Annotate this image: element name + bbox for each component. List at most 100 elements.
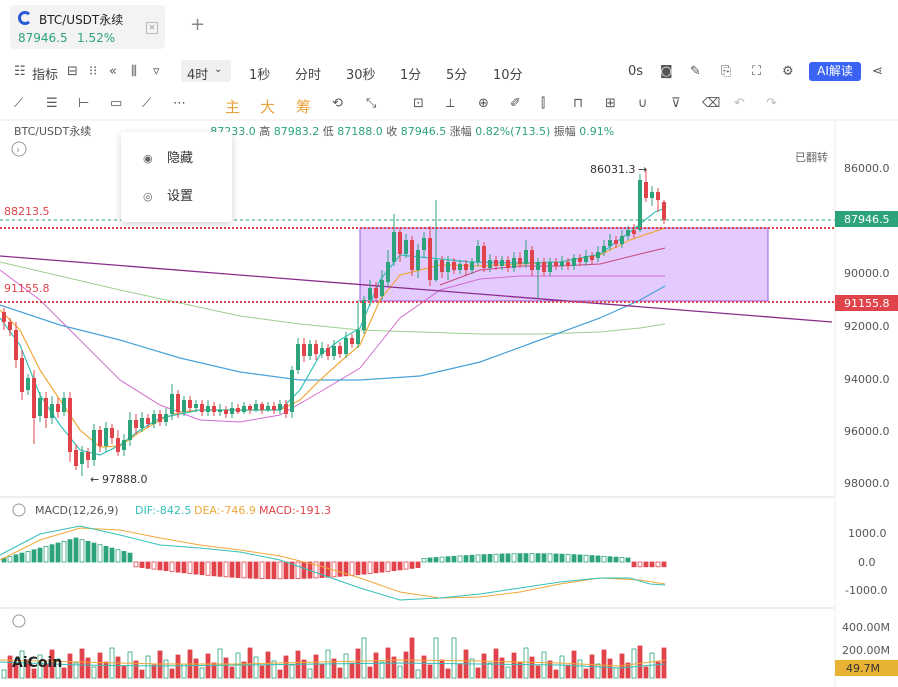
text-tool-icon[interactable]: ⊡	[413, 96, 424, 111]
vol-ma-orange-line	[0, 659, 666, 667]
candle-body	[20, 358, 24, 392]
ruler-icon[interactable]: ⟂	[446, 96, 455, 111]
interval-10m[interactable]: 10分	[493, 68, 523, 83]
macd-bar	[193, 561, 199, 575]
main-force-button[interactable]: 主	[225, 98, 241, 116]
volume-bar	[409, 637, 415, 679]
trend-line-icon[interactable]: ⟋	[14, 96, 24, 111]
candle-body	[92, 430, 96, 460]
alert-icon[interactable]: ⊞	[605, 96, 616, 111]
bar-style-icon[interactable]: ⫼	[131, 64, 137, 79]
interval-timeshare[interactable]: 分时	[295, 68, 322, 83]
volume-bar	[553, 669, 559, 679]
more-icon[interactable]: ⋯	[173, 96, 186, 111]
candles-icon[interactable]: ⫿	[541, 96, 546, 111]
plus-icon[interactable]: +	[190, 14, 206, 35]
indicators-button[interactable]: 指标	[32, 68, 59, 83]
indicator-icon[interactable]: ☷	[14, 64, 26, 79]
volume-bar	[523, 647, 529, 679]
macd-bar	[415, 561, 421, 568]
macd-bar	[547, 553, 553, 563]
volume-bar	[229, 666, 235, 679]
interval-5m[interactable]: 5分	[446, 68, 468, 83]
volume-bar	[253, 656, 259, 679]
camera-icon[interactable]: ◙	[660, 64, 673, 79]
y-tick-90000: 90000.0	[844, 267, 890, 280]
volume-bar	[199, 667, 205, 679]
interval-1m[interactable]: 1分	[400, 68, 422, 83]
share-icon[interactable]: ⋖	[872, 64, 883, 79]
vol-y-tick-400m: 400.00M	[842, 621, 890, 634]
lock-icon[interactable]: ⊓	[573, 96, 584, 111]
settings-icon[interactable]: ⚙	[782, 64, 794, 79]
macd-bar	[7, 556, 13, 563]
big-order-button[interactable]: 大	[260, 98, 276, 116]
flipped-label: 已翻转	[795, 150, 828, 164]
measure-icon[interactable]: ⤡	[366, 96, 377, 111]
trend-line[interactable]	[0, 255, 833, 323]
volume-collapse-icon[interactable]	[12, 614, 26, 628]
volume-bar	[313, 654, 319, 679]
template-icon[interactable]: ⊟	[67, 64, 78, 79]
magnet-icon[interactable]: ∪	[638, 96, 648, 111]
macd-bar	[349, 561, 355, 576]
pen-icon[interactable]: ✎	[690, 64, 701, 79]
undo-icon[interactable]: ↶	[734, 96, 745, 111]
candle-body	[458, 264, 462, 270]
info-change-label: 涨幅	[449, 125, 472, 138]
candle-body	[482, 246, 486, 268]
undo-history-icon[interactable]: ⎘	[721, 64, 732, 79]
interval-30s[interactable]: 30秒	[346, 68, 376, 83]
rectangle-icon[interactable]: ▭	[110, 96, 123, 111]
menu-item-hide[interactable]: ◉ 隐藏	[143, 147, 193, 166]
compare-icon[interactable]: ⁝⁝	[89, 64, 98, 79]
macd-collapse-icon[interactable]	[12, 503, 26, 517]
filter-icon[interactable]: ⊽	[671, 96, 681, 111]
macd-bar	[655, 561, 661, 568]
arrow-right-icon: →	[638, 163, 647, 176]
chart-type-icon[interactable]: ▿	[153, 64, 160, 79]
annotation-low: 97888.0	[102, 473, 148, 486]
tab-btc-usdt-perp[interactable]: BTC/USDT永续 87946.5 1.52% ✕	[10, 5, 165, 49]
macd-value: MACD:-191.3	[259, 504, 331, 517]
horizontal-ray-icon[interactable]: ⊢	[78, 96, 90, 111]
ai-analysis-button[interactable]: AI解读	[809, 62, 861, 81]
fullscreen-icon[interactable]: ⛶	[752, 64, 762, 79]
ray-icon[interactable]: ⟋	[142, 96, 152, 111]
horizontal-lines-icon[interactable]: ☰	[46, 96, 58, 111]
expand-icon[interactable]	[11, 141, 27, 157]
macd-bar	[631, 561, 637, 568]
brush-icon[interactable]: ✐	[510, 96, 521, 111]
volume-bar	[625, 662, 631, 679]
volume-bar	[643, 666, 649, 679]
menu-item-hide-label: 隐藏	[167, 151, 194, 166]
macd-bar	[409, 561, 415, 569]
macd-bar	[487, 553, 493, 563]
interval-select[interactable]: 4时 ⌄	[181, 60, 231, 83]
info-high-label: 高	[259, 125, 271, 138]
macd-bar	[511, 553, 517, 563]
chip-button[interactable]: 筹	[296, 98, 312, 116]
close-icon[interactable]: ✕	[146, 22, 158, 34]
redo-icon[interactable]: ↷	[766, 96, 777, 111]
interval-1s[interactable]: 1秒	[249, 68, 271, 83]
menu-item-settings[interactable]: ◎ 设置	[143, 185, 193, 204]
macd-bar	[109, 547, 115, 563]
zoom-icon[interactable]: ⊕	[478, 96, 489, 111]
candle-body	[26, 378, 30, 390]
macd-bar	[421, 558, 427, 563]
macd-bar	[379, 561, 385, 573]
candle-body	[284, 404, 288, 414]
volume-bar	[175, 654, 181, 679]
macd-bar	[127, 552, 133, 563]
macd-bar	[637, 561, 643, 568]
trash-icon[interactable]: ⌫	[702, 96, 721, 111]
sync-icon[interactable]: ⟲	[332, 96, 343, 111]
replay-icon[interactable]: «	[109, 64, 117, 79]
candle-body	[224, 410, 228, 414]
volume-bar	[505, 666, 511, 679]
volume-bar	[211, 662, 217, 679]
macd-bar	[139, 561, 145, 568]
volume-bar	[349, 662, 355, 679]
